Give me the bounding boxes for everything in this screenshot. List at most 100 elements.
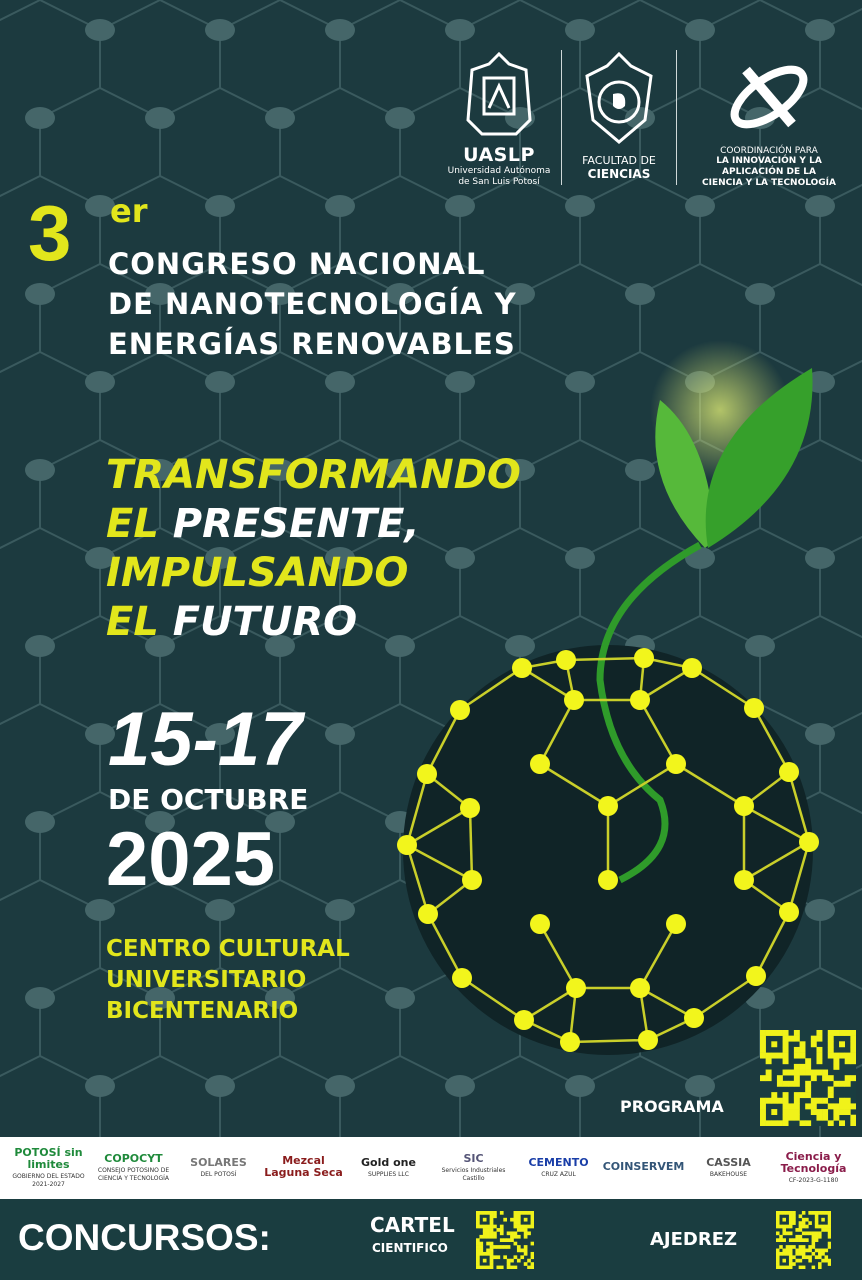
bond	[639, 986, 695, 1020]
hex-node	[145, 635, 175, 657]
coord-line4: CIENCIA Y LA TECNOLOGÍA	[701, 178, 836, 188]
hex-node	[385, 635, 415, 657]
sponsor-name: CASSIA	[706, 1156, 751, 1169]
ajedrez-label: AJEDREZ	[650, 1229, 738, 1250]
bond	[425, 709, 462, 775]
venue-line: BICENTENARIO	[106, 998, 299, 1024]
bond	[743, 840, 810, 882]
title-line: DE NANOTECNOLOGÍA Y	[108, 287, 517, 321]
hex-node	[685, 19, 715, 41]
hex-node	[145, 283, 175, 305]
sponsor-subtitle: CONSEJO POTOSINO DE CIENCIA Y TECNOLOGÍA	[97, 1167, 170, 1182]
venue-line: CENTRO CULTURAL	[106, 936, 350, 962]
hex-node	[265, 283, 295, 305]
atom	[734, 796, 754, 816]
bond	[569, 1038, 649, 1044]
atom	[397, 835, 417, 855]
hex-node	[25, 459, 55, 481]
hex-node	[265, 107, 295, 129]
hex-node	[445, 371, 475, 393]
atom	[512, 658, 532, 678]
hex-node	[505, 459, 535, 481]
stem	[596, 541, 702, 884]
hex-node	[385, 107, 415, 129]
hex-node	[85, 547, 115, 569]
hex-node	[745, 635, 775, 657]
sponsor-logo: CASSIA BAKEHOUSE	[686, 1157, 771, 1179]
bond	[405, 844, 430, 915]
cartel-qr-code[interactable]	[476, 1211, 535, 1270]
sponsor-logo: COPOCYT CONSEJO POTOSINO DE CIENCIA Y TEC…	[91, 1153, 176, 1183]
coordinacion-logo: COORDINACIÓN PARA LA INNOVACIÓN Y LA APL…	[680, 52, 858, 189]
cartel-label: CARTEL	[370, 1213, 455, 1237]
hex-node	[325, 723, 355, 745]
atom	[460, 798, 480, 818]
uaslp-logo: UASLP Universidad Autónoma de San Luis P…	[440, 50, 558, 188]
atom	[638, 1030, 658, 1050]
hex-node	[385, 283, 415, 305]
hex-node	[85, 19, 115, 41]
hex-node	[25, 107, 55, 129]
sponsor-subtitle: SUPPLIES LLC	[368, 1171, 409, 1178]
qr-pattern	[760, 1030, 857, 1127]
hex-node	[685, 1075, 715, 1097]
atom	[744, 698, 764, 718]
hex-node	[805, 19, 835, 41]
hex-node	[565, 547, 595, 569]
sponsor-logo: CEMENTO CRUZ AZUL	[516, 1157, 601, 1179]
sponsor-logo: COINSERVEM	[601, 1161, 686, 1175]
atom	[566, 978, 586, 998]
title-line: ENERGÍAS RENOVABLES	[108, 327, 516, 361]
leaf-left	[655, 400, 715, 548]
sponsor-name: Mezcal Laguna Seca	[264, 1154, 343, 1179]
bond	[565, 656, 645, 662]
bond	[538, 699, 576, 765]
hex-node	[205, 547, 235, 569]
hex-node	[745, 283, 775, 305]
programa-qr-code[interactable]	[760, 1030, 857, 1127]
slogan-part: IMPULSANDO	[106, 550, 409, 596]
atom	[530, 914, 550, 934]
slogan: TRANSFORMANDO EL PRESENTE, IMPULSANDO EL…	[106, 451, 521, 647]
sponsor-name: CEMENTO	[528, 1156, 589, 1169]
leaf-right	[705, 368, 813, 548]
bond	[693, 974, 757, 1020]
hex-node	[325, 195, 355, 217]
atom	[734, 870, 754, 890]
bond	[539, 762, 609, 808]
atom	[556, 650, 576, 670]
hex-node	[205, 1075, 235, 1097]
uaslp-line1: Universidad Autónoma	[447, 166, 551, 176]
bond	[743, 804, 810, 844]
sponsor-subtitle: DEL POTOSÍ	[200, 1171, 237, 1178]
uaslp-name: UASLP	[463, 144, 535, 166]
coord-line1: COORDINACIÓN PARA	[720, 146, 818, 156]
hex-node	[145, 459, 175, 481]
atom	[666, 754, 686, 774]
hex-node	[265, 635, 295, 657]
uaslp-shield-icon	[466, 51, 532, 136]
contests-bar: CONCURSOS: CARTEL CIENTIFICO AJEDREZ	[0, 1199, 862, 1280]
bond	[523, 986, 577, 1022]
sponsor-subtitle: GOBIERNO DEL ESTADO 2021-2027	[12, 1173, 85, 1188]
title-line: CONGRESO NACIONAL	[108, 247, 486, 281]
hex-node	[25, 811, 55, 833]
hex-node	[205, 195, 235, 217]
hex-node	[145, 987, 175, 1009]
congress-title: CONGRESO NACIONAL DE NANOTECNOLOGÍA Y EN…	[108, 244, 517, 364]
atom	[779, 762, 799, 782]
bond	[521, 666, 575, 702]
ajedrez-qr-code[interactable]	[776, 1211, 832, 1270]
venue: CENTRO CULTURAL UNIVERSITARIO BICENTENAR…	[106, 934, 350, 1027]
atom	[682, 658, 702, 678]
hex-node	[805, 547, 835, 569]
bond	[406, 843, 473, 882]
facultad-logo: FACULTAD DE CIENCIAS	[566, 50, 672, 181]
uaslp-line2: de San Luis Potosí	[458, 177, 540, 187]
hex-node	[385, 987, 415, 1009]
atom	[684, 1008, 704, 1028]
hex-node	[85, 723, 115, 745]
hex-node	[205, 723, 235, 745]
atom	[452, 968, 472, 988]
hex-node	[685, 195, 715, 217]
